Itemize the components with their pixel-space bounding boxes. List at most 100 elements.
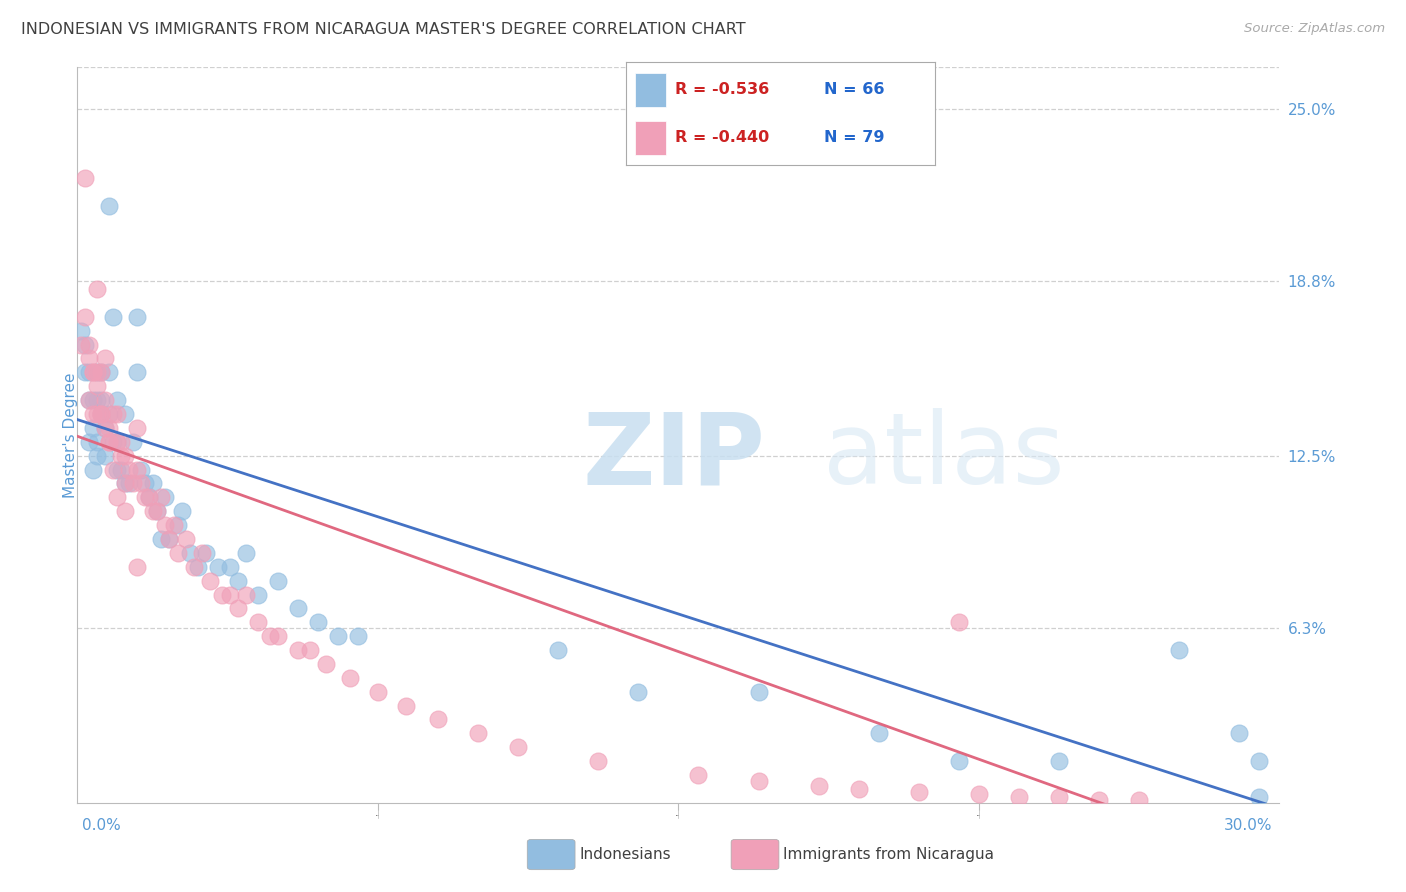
Point	[98, 407, 121, 421]
Point	[868, 726, 890, 740]
Point	[98, 199, 121, 213]
Point	[155, 518, 177, 533]
Point	[207, 559, 229, 574]
Point	[166, 518, 188, 533]
Bar	[636, 121, 666, 155]
Point	[98, 434, 121, 449]
Point	[70, 324, 93, 338]
Point	[146, 504, 169, 518]
Point	[162, 518, 184, 533]
Point	[1088, 793, 1111, 807]
Point	[86, 365, 108, 379]
Point	[86, 365, 108, 379]
Point	[235, 588, 257, 602]
Point	[98, 365, 121, 379]
Point	[90, 407, 112, 421]
Point	[298, 643, 321, 657]
Point	[166, 546, 188, 560]
Point	[159, 532, 181, 546]
Point	[131, 476, 153, 491]
Point	[908, 785, 931, 799]
Point	[627, 684, 650, 698]
Point	[194, 546, 217, 560]
Point	[94, 393, 117, 408]
Point	[107, 434, 129, 449]
Point	[150, 491, 173, 505]
Point	[131, 462, 153, 476]
Point	[86, 407, 108, 421]
Point	[179, 546, 201, 560]
Point	[218, 588, 240, 602]
Point	[367, 684, 389, 698]
Point	[86, 393, 108, 408]
Text: 0.0%: 0.0%	[82, 818, 121, 832]
Point	[79, 393, 101, 408]
Point	[138, 491, 160, 505]
Point	[287, 643, 309, 657]
Point	[134, 491, 156, 505]
Point	[82, 407, 104, 421]
Point	[110, 434, 132, 449]
Point	[90, 365, 112, 379]
Text: R = -0.536: R = -0.536	[675, 82, 769, 97]
Point	[1008, 790, 1031, 805]
Point	[79, 393, 101, 408]
Point	[967, 788, 990, 802]
Point	[118, 476, 141, 491]
Point	[467, 726, 489, 740]
Point	[94, 421, 117, 435]
Point	[122, 476, 145, 491]
Text: N = 79: N = 79	[824, 130, 884, 145]
Point	[82, 421, 104, 435]
Text: 30.0%: 30.0%	[1225, 818, 1272, 832]
Point	[114, 407, 136, 421]
Point	[547, 643, 569, 657]
Point	[86, 434, 108, 449]
Text: N = 66: N = 66	[824, 82, 884, 97]
Point	[187, 559, 209, 574]
Point	[79, 337, 101, 351]
Text: Source: ZipAtlas.com: Source: ZipAtlas.com	[1244, 22, 1385, 36]
Point	[103, 462, 125, 476]
Point	[107, 393, 129, 408]
Point	[86, 379, 108, 393]
Point	[90, 393, 112, 408]
Point	[107, 434, 129, 449]
Point	[110, 449, 132, 463]
Point	[79, 434, 101, 449]
Point	[159, 532, 181, 546]
Point	[688, 768, 710, 782]
Point	[395, 698, 418, 713]
Point	[114, 449, 136, 463]
Point	[107, 491, 129, 505]
Point	[807, 779, 830, 793]
Point	[155, 491, 177, 505]
Point	[142, 476, 165, 491]
Text: Indonesians: Indonesians	[579, 847, 671, 862]
Point	[246, 615, 269, 630]
Point	[315, 657, 337, 671]
Point	[307, 615, 329, 630]
Point	[114, 476, 136, 491]
Point	[98, 421, 121, 435]
Point	[127, 421, 149, 435]
Point	[103, 434, 125, 449]
Text: R = -0.440: R = -0.440	[675, 130, 769, 145]
Point	[134, 476, 156, 491]
Point	[82, 365, 104, 379]
Point	[94, 351, 117, 366]
Point	[1229, 726, 1251, 740]
Point	[226, 574, 249, 588]
Point	[1047, 754, 1070, 768]
Point	[86, 282, 108, 296]
Point	[75, 337, 97, 351]
Point	[150, 532, 173, 546]
Point	[75, 365, 97, 379]
Point	[267, 629, 290, 643]
Point	[86, 449, 108, 463]
Point	[259, 629, 281, 643]
Point	[79, 365, 101, 379]
Point	[70, 337, 93, 351]
Point	[127, 462, 149, 476]
Point	[114, 476, 136, 491]
